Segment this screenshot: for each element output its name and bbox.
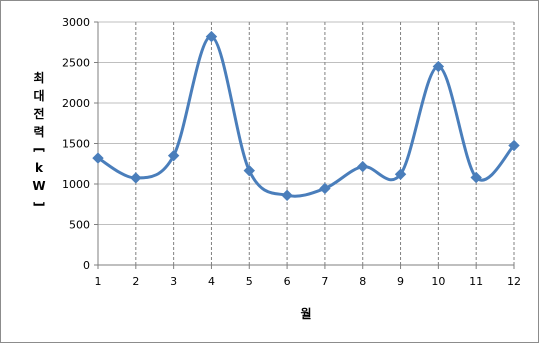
x-tick-label: 2	[132, 275, 139, 288]
y-axis-label-char: 전	[33, 106, 44, 121]
data-point	[130, 172, 142, 184]
x-axis-label: 월	[300, 306, 311, 321]
data-point	[508, 139, 520, 152]
data-point	[281, 189, 293, 202]
x-tick-label: 11	[469, 275, 483, 288]
y-axis-label-char: W	[32, 179, 45, 193]
y-axis-label-char: [	[32, 147, 46, 152]
x-tick-label: 9	[397, 275, 404, 288]
chart-axes	[94, 21, 515, 269]
series-line	[97, 35, 516, 198]
data-point	[167, 149, 180, 162]
y-tick-label: 500	[69, 219, 90, 232]
x-tick-label: 4	[208, 275, 215, 288]
y-tick-label: 3000	[62, 16, 90, 29]
y-axis-label-char: k	[35, 161, 44, 175]
y-axis-label-char: 대	[33, 89, 44, 103]
x-tick-label: 8	[359, 275, 366, 288]
x-tick-label: 1	[95, 275, 102, 288]
data-point	[319, 182, 331, 195]
x-tick-label: 10	[431, 275, 445, 288]
x-tick-label: 6	[284, 275, 291, 288]
y-tick-labels: 0 500 1000 1500 2000 2500 3000	[62, 16, 90, 272]
x-tick-label: 12	[507, 275, 521, 288]
series-group	[92, 30, 520, 202]
y-axis-label-char: ]	[32, 201, 46, 206]
x-tick-label: 5	[246, 275, 253, 288]
x-tick-labels: 1 2 3 4 5 6 7 8 9 10 11 12	[95, 275, 522, 288]
data-point	[92, 152, 104, 164]
y-tick-label: 2500	[62, 57, 90, 70]
chart-grid	[98, 21, 515, 265]
y-axis-label-char: 력	[33, 125, 44, 139]
y-tick-label: 1000	[62, 178, 90, 191]
data-point	[394, 168, 407, 180]
data-point	[470, 171, 482, 184]
data-point	[357, 160, 369, 173]
data-point	[243, 164, 255, 177]
x-tick-label: 7	[321, 275, 328, 288]
y-tick-label: 0	[83, 259, 90, 272]
y-tick-label: 1500	[62, 138, 90, 151]
y-axis-label-char: 최	[33, 70, 44, 85]
y-tick-label: 2000	[62, 97, 90, 110]
data-point	[205, 30, 218, 43]
data-point	[432, 60, 445, 73]
x-tick-label: 3	[170, 275, 177, 288]
